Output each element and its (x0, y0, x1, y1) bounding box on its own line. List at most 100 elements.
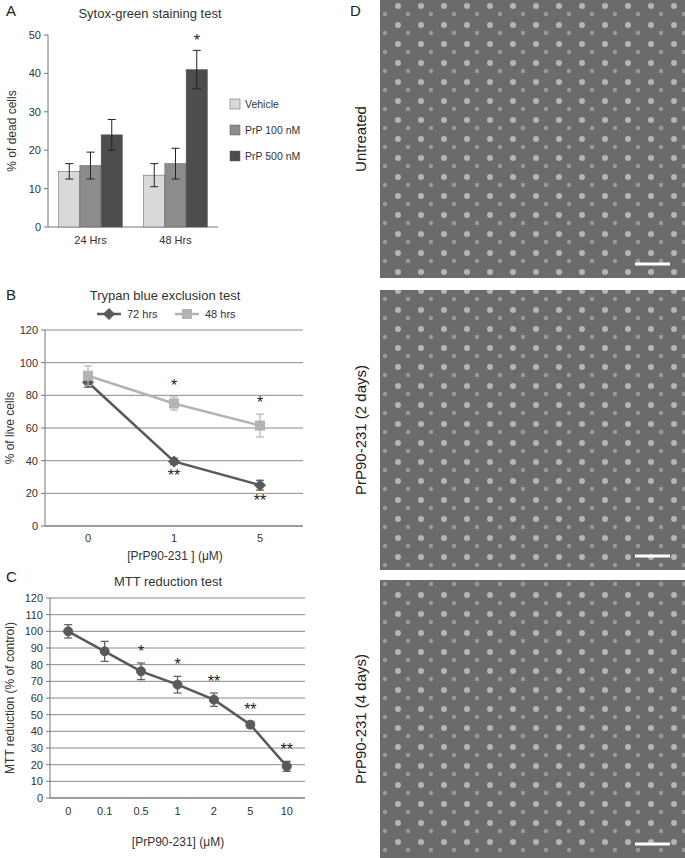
line (68, 631, 287, 766)
tick-label: 20 (26, 487, 38, 499)
grid-line (50, 731, 305, 732)
tick (41, 395, 45, 396)
marker (84, 371, 93, 380)
legend-item: Vehicle (230, 98, 279, 110)
micrograph-label: PrP90-231 (2 days) (352, 365, 369, 495)
title: Sytox-green staining test (78, 6, 221, 21)
error-bar (150, 164, 158, 187)
significance: * (174, 656, 180, 673)
error-stem (154, 164, 155, 187)
grid-line (50, 714, 305, 715)
tick-label: 50 (31, 709, 43, 721)
grid-line (45, 395, 303, 396)
error-cap (210, 706, 218, 707)
title: Trypan blue exclusion test (90, 288, 241, 303)
micrograph (380, 290, 685, 570)
error-cap (170, 409, 178, 410)
category-label: 10 (281, 805, 293, 817)
significance: ** (254, 492, 266, 509)
error-cap (172, 179, 180, 180)
error-bar (193, 50, 201, 88)
tick (46, 731, 50, 732)
tick (46, 781, 50, 782)
error-stem (111, 119, 112, 150)
legend-label: 48 hrs (205, 308, 236, 320)
bar (186, 70, 207, 227)
error-bar (174, 676, 182, 693)
y-label: % of dead cells (5, 90, 19, 171)
tick (41, 428, 45, 429)
category-label: 1 (174, 805, 180, 817)
grid-line (50, 614, 305, 615)
x-label: [PrP90-231 ] (μM) (127, 549, 223, 563)
marker (209, 695, 218, 704)
scale-bar (635, 555, 670, 558)
significance: * (257, 394, 263, 411)
tick-label: 30 (29, 106, 41, 118)
legend-item: PrP 100 nM (230, 124, 300, 136)
tick (44, 227, 48, 228)
error-cap (137, 679, 145, 680)
tick-label: 100 (20, 357, 38, 369)
significance: * (171, 377, 177, 394)
legend-marker (183, 310, 192, 319)
tick-label: 0 (32, 520, 38, 532)
tick-label: 60 (26, 422, 38, 434)
tick-label: 20 (31, 759, 43, 771)
tick (46, 698, 50, 699)
category-label: 5 (257, 532, 263, 544)
tick-label: 10 (31, 775, 43, 787)
tick-label: 100 (25, 625, 43, 637)
scale-bar (635, 263, 670, 266)
error-cap (108, 150, 116, 151)
tick-label: 40 (31, 725, 43, 737)
tick (44, 35, 48, 36)
tick (46, 664, 50, 665)
tick (44, 73, 48, 74)
marker (169, 456, 180, 467)
tick-label: 40 (26, 455, 38, 467)
line (88, 382, 260, 485)
error-stem (175, 148, 176, 179)
tick (44, 150, 48, 151)
legend-label: 72 hrs (127, 308, 158, 320)
tick-label: 60 (31, 692, 43, 704)
tick-label: 90 (31, 642, 43, 654)
error-cap (101, 661, 109, 662)
panel-label: C (6, 568, 17, 585)
tick (46, 598, 50, 599)
error-bar (84, 366, 92, 386)
tick (46, 648, 50, 649)
marker (256, 421, 265, 430)
line (88, 376, 260, 426)
tick (46, 681, 50, 682)
plot-area (59, 50, 208, 227)
category-label: 0 (65, 805, 71, 817)
tick-label: 50 (29, 29, 41, 41)
error-cap (108, 119, 116, 120)
tick-label: 0 (37, 792, 43, 804)
grid-line (50, 648, 305, 649)
y-label: MTT reduction (% of control) (3, 622, 17, 774)
marker (64, 627, 73, 636)
error-cap (137, 662, 145, 663)
tick (46, 798, 50, 799)
tick (46, 631, 50, 632)
category-label: 48 Hrs (159, 234, 192, 246)
tick-label: 30 (31, 742, 43, 754)
grid-line (45, 330, 303, 331)
error-cap (170, 396, 178, 397)
grid-line (50, 598, 305, 599)
x-label: [PrP90-231] (μM) (132, 835, 224, 849)
category-label: 24 Hrs (74, 234, 107, 246)
significance: ** (244, 701, 256, 718)
grid-line (50, 631, 305, 632)
marker (100, 647, 109, 656)
category-label: 5 (247, 805, 253, 817)
legend-item: 48 hrs (175, 308, 236, 320)
tick-label: 10 (29, 183, 41, 195)
error-cap (65, 179, 73, 180)
plot-area (83, 366, 266, 491)
category-label: 0 (85, 532, 91, 544)
legend-label: PrP 500 nM (245, 150, 300, 162)
